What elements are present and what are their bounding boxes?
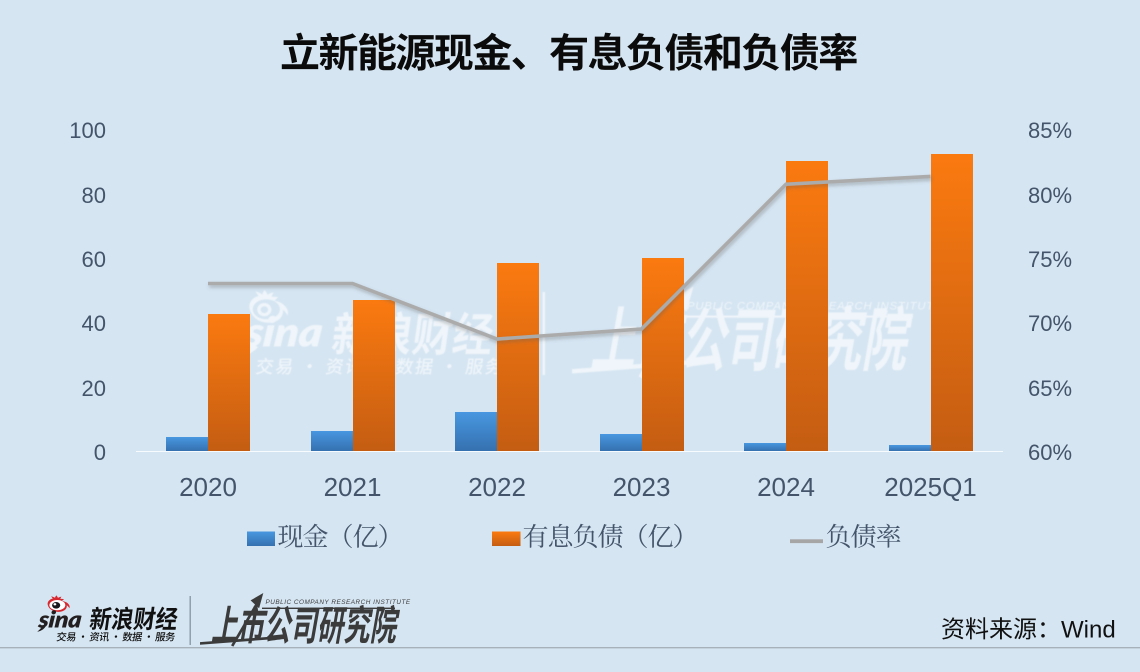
svg-text:Wind: Wind <box>1061 617 1116 644</box>
svg-text:PUBLIC COMPANY RESEARCH INSTIT: PUBLIC COMPANY RESEARCH INSTITUTE <box>266 599 411 606</box>
